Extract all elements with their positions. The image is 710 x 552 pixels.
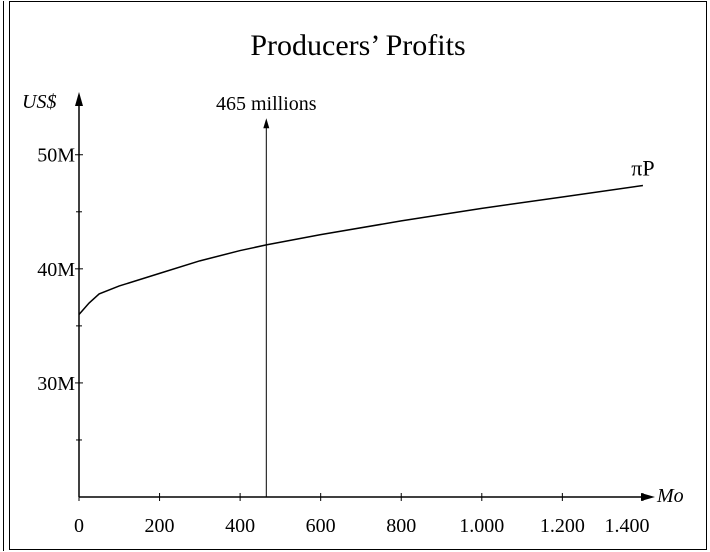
series-label: πP [631,156,654,181]
x-tick-label: 800 [386,515,416,537]
x-tick-label: 600 [306,515,336,537]
y-axis-label: US$ [22,91,56,113]
x-axis-arrow [641,493,655,501]
y-tick-label: 30M [37,373,75,395]
frame [9,1,707,550]
x-tick-label: 0 [74,515,84,537]
x-axis-label: Mo [656,485,684,507]
x-tick-label: 200 [145,515,175,537]
x-tick-label: 400 [225,515,255,537]
chart-title: Producers’ Profits [250,29,465,62]
x-tick-label: 1.400 [605,515,650,537]
y-axis-arrow [75,92,83,106]
y-tick-label: 40M [37,259,75,281]
series-line [78,184,644,315]
y-tick-label: 50M [37,145,75,167]
marker-arrow [263,118,270,129]
x-tick-label: 1.000 [459,515,504,537]
x-tick-label: 1.200 [540,515,585,537]
marker-label: 465 millions [216,93,317,115]
